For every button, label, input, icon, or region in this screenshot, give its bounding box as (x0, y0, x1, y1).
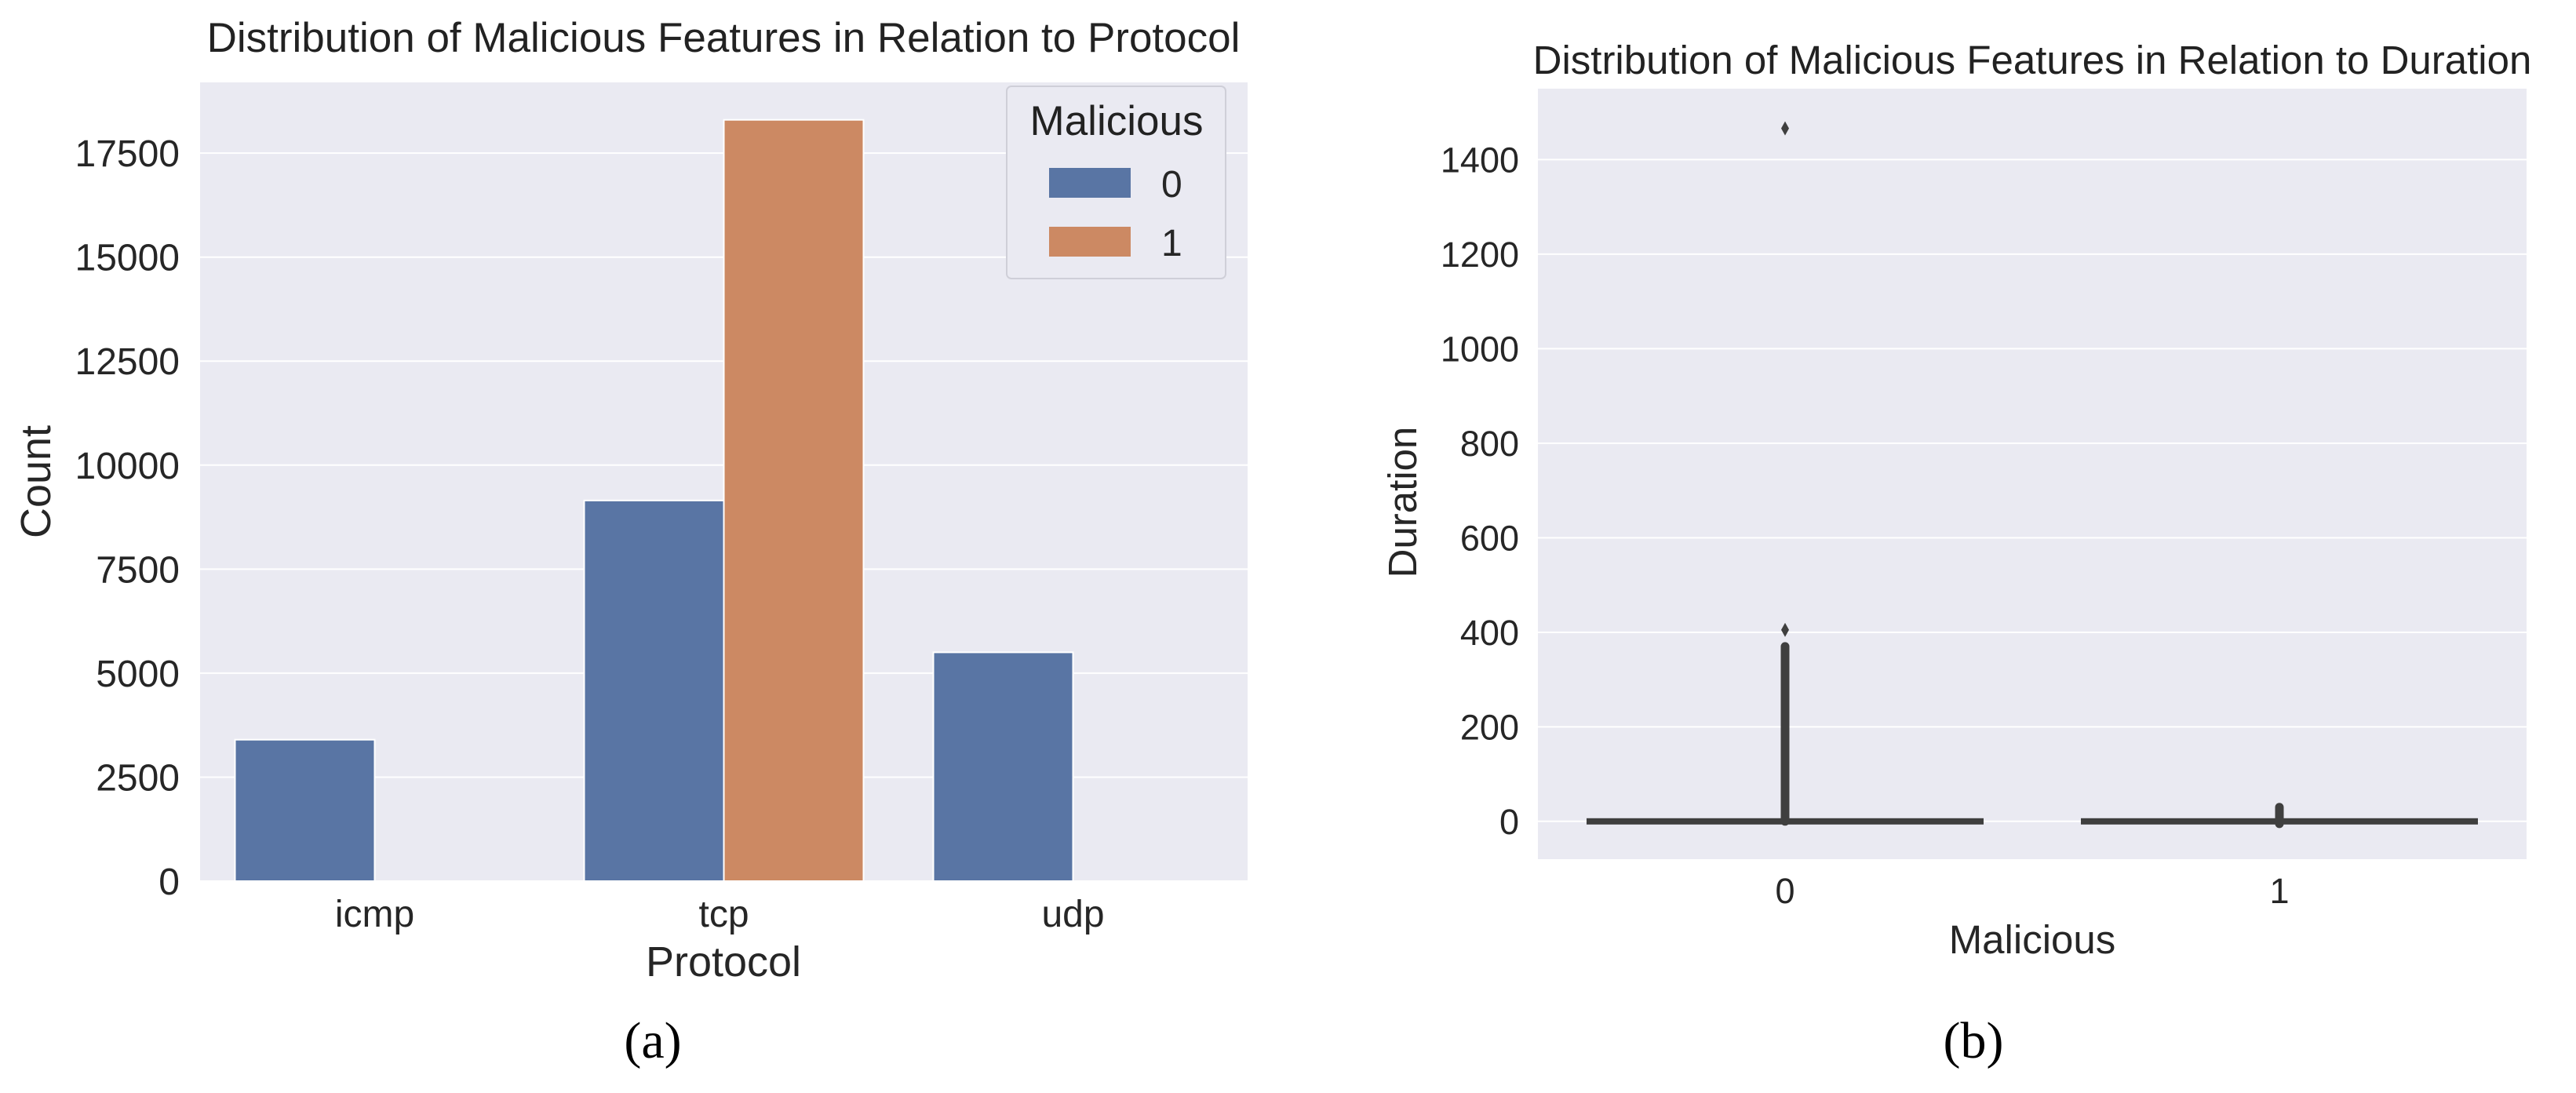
legend-label-1: 1 (1161, 223, 1182, 264)
y-tick-label: 1200 (1441, 235, 1519, 275)
box-plot-y-axis-label: Duration (1380, 427, 1425, 578)
legend-label-0: 0 (1161, 164, 1182, 206)
y-tick-label: 600 (1460, 518, 1519, 558)
y-tick-label: 0 (1499, 802, 1519, 842)
x-tick-label: udp (1041, 894, 1104, 935)
bar-chart-y-ticks: 0 2500 5000 7500 10000 12500 15000 17500 (75, 133, 180, 903)
x-tick-label: 0 (1775, 871, 1794, 911)
bar-icmp-malicious-0 (234, 738, 376, 883)
legend-title: Malicious (1030, 98, 1204, 144)
outlier-point (1781, 622, 1789, 637)
y-tick-label: 0 (158, 862, 180, 903)
y-tick-label: 1400 (1441, 140, 1519, 180)
bar-chart-x-axis-label: Protocol (646, 938, 801, 986)
caption-b: (b) (1944, 1012, 2004, 1069)
y-tick-label: 2500 (96, 757, 180, 799)
bar-chart-bars (234, 118, 1074, 883)
x-tick-label: 1 (2269, 871, 2289, 911)
x-tick-label: tcp (698, 894, 749, 935)
y-tick-label: 7500 (96, 549, 180, 591)
outlier-point (1781, 121, 1789, 136)
box-0 (1587, 121, 1984, 826)
bar-chart-legend: Malicious 0 1 (1006, 86, 1226, 279)
bar-tcp-malicious-0 (583, 499, 725, 882)
box-plot-boxes (1587, 121, 2478, 829)
box-1 (2081, 803, 2478, 829)
bar-chart-title: Distribution of Malicious Features in Re… (207, 15, 1241, 61)
x-tick-label: icmp (335, 894, 414, 935)
y-tick-label: 5000 (96, 654, 180, 695)
box-plot-plot-area (1538, 89, 2527, 859)
y-tick-label: 800 (1460, 424, 1519, 464)
box-plot-x-axis-label: Malicious (1949, 917, 2116, 962)
y-tick-label: 200 (1460, 707, 1519, 747)
y-tick-label: 400 (1460, 613, 1519, 653)
bar-chart-x-ticks: icmp tcp udp (335, 894, 1105, 935)
y-tick-label: 17500 (75, 133, 180, 175)
bar-udp-malicious-0 (932, 651, 1074, 883)
legend-swatch-0 (1049, 168, 1131, 198)
y-tick-label: 1000 (1441, 329, 1519, 369)
y-tick-label: 12500 (75, 341, 180, 383)
legend-swatch-1 (1049, 227, 1131, 257)
caption-a: (a) (624, 1012, 681, 1069)
box-plot-title: Distribution of Malicious Features in Re… (1533, 38, 2532, 82)
y-tick-label: 15000 (75, 238, 180, 279)
box-plot-y-ticks: 0 200 400 600 800 1000 1200 1400 (1441, 140, 1519, 841)
bar-chart-panel: 0 2500 5000 7500 10000 12500 15000 17500 icmp tc… (13, 15, 1248, 986)
bar-chart-y-axis-label: Count (13, 425, 60, 538)
bar-tcp-malicious-1 (723, 118, 865, 882)
y-tick-label: 10000 (75, 446, 180, 487)
